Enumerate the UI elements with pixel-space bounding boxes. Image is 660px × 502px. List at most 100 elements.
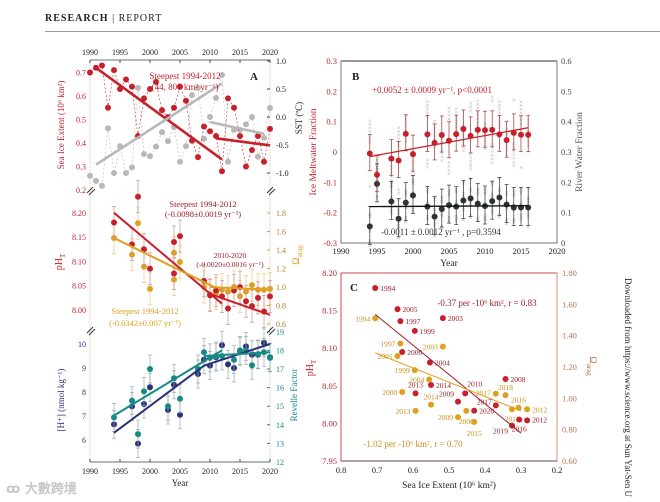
river-point bbox=[474, 200, 481, 207]
river-trend-line bbox=[369, 205, 529, 208]
sea-ice-trend-line bbox=[95, 66, 223, 161]
sample-marker bbox=[461, 218, 465, 222]
panel-label-b: B bbox=[352, 71, 360, 83]
sea-ice-tick-label: 0.2 bbox=[76, 186, 86, 195]
omega-tick-label: 1.60 bbox=[562, 299, 577, 309]
omega-point bbox=[411, 367, 418, 374]
top-x-tick-label: 2015 bbox=[232, 48, 248, 57]
sample-marker bbox=[519, 111, 523, 115]
omega-tick-label: 0.8 bbox=[276, 302, 286, 311]
omega-year-label: 2014 bbox=[424, 393, 439, 402]
river-point bbox=[460, 197, 467, 204]
sst-point bbox=[141, 150, 147, 157]
revelle-point bbox=[231, 356, 237, 363]
omega-point bbox=[524, 406, 531, 413]
sst-point bbox=[225, 158, 231, 165]
meltwater-point bbox=[410, 151, 416, 158]
ph-axis-title-main: pH bbox=[305, 364, 316, 376]
sample-marker bbox=[368, 130, 372, 134]
bottom-x-tick-label: 2000 bbox=[142, 467, 158, 476]
ph-year-label: 2020 bbox=[479, 407, 494, 416]
sst-point bbox=[195, 84, 201, 91]
panel-label-c: C bbox=[350, 282, 358, 294]
sample-marker bbox=[490, 95, 494, 99]
omega-point bbox=[225, 288, 231, 295]
sst-point bbox=[111, 170, 117, 176]
sea-ice-point bbox=[225, 95, 231, 102]
sea-ice-tick-label: 0.6 bbox=[76, 92, 86, 101]
x-tick-label: 1990 bbox=[333, 246, 350, 256]
omega-trend-line bbox=[113, 237, 217, 289]
ph-point bbox=[428, 382, 434, 389]
omega-point bbox=[412, 407, 419, 414]
omega-tick-label: 0.80 bbox=[562, 425, 577, 435]
sst-trend-line bbox=[209, 120, 265, 136]
sst-trend-line bbox=[95, 82, 223, 166]
omega-point bbox=[249, 282, 255, 289]
omega-point bbox=[394, 353, 401, 360]
omega-tick-label: 0.60 bbox=[562, 456, 577, 466]
sea-ice-point bbox=[183, 97, 189, 104]
ph-trend-line bbox=[209, 293, 271, 316]
sst-point bbox=[261, 134, 267, 141]
river-axis-title: River Water Fraction bbox=[575, 112, 585, 192]
omega-tick-label: 1.40 bbox=[562, 331, 577, 341]
sample-marker bbox=[447, 110, 451, 114]
sea-ice-point bbox=[219, 168, 225, 175]
sea-ice-trend-line bbox=[215, 137, 271, 147]
ph-tick-label: 8.10 bbox=[72, 257, 86, 266]
river-point bbox=[431, 213, 438, 220]
meltwater-point bbox=[474, 126, 481, 133]
x-tick-label: 0.4 bbox=[480, 465, 491, 475]
sample-marker bbox=[368, 184, 372, 188]
bottom-x-tick-label: 2005 bbox=[172, 467, 188, 476]
hplus-point bbox=[225, 361, 231, 368]
sea-ice-point bbox=[159, 107, 165, 114]
river-point bbox=[402, 199, 409, 206]
meltwater-point bbox=[503, 137, 510, 144]
sst-point bbox=[201, 135, 207, 142]
revelle-tick-label: 17 bbox=[276, 365, 284, 374]
revelle-tick-label: 12 bbox=[276, 458, 284, 467]
sst-point bbox=[123, 170, 129, 176]
sst-point bbox=[147, 153, 153, 160]
meltwater-tick-label: 0.2 bbox=[326, 86, 337, 96]
sst-axis-title: SST (ºC) bbox=[294, 102, 304, 134]
sample-marker bbox=[476, 99, 480, 103]
omega-fit-annotation: -1.02 per -10⁶ km², r = 0.70 bbox=[363, 439, 463, 449]
revelle-tick-label: 14 bbox=[276, 421, 284, 430]
omega-year-label: 1994 bbox=[355, 314, 370, 323]
ph-point bbox=[267, 293, 273, 300]
meltwater-point bbox=[460, 125, 467, 132]
revelle-point bbox=[135, 431, 141, 438]
sample-marker bbox=[497, 100, 501, 104]
ph-year-label: 2004 bbox=[435, 358, 450, 367]
sea-ice-point bbox=[123, 76, 129, 83]
sample-marker bbox=[490, 161, 494, 165]
omega-year-label: 2004 bbox=[409, 376, 424, 385]
ph-year-label: 2010 bbox=[467, 379, 482, 388]
sample-marker bbox=[469, 163, 473, 167]
revelle-point bbox=[267, 354, 273, 361]
sample-marker bbox=[469, 108, 473, 112]
ph-point bbox=[455, 398, 461, 405]
sea-ice-annotation: (44, 800 km² yr⁻¹) bbox=[152, 82, 219, 92]
omega-tick-label: 1.00 bbox=[562, 393, 577, 403]
revelle-point bbox=[129, 397, 135, 404]
ph-point bbox=[502, 376, 509, 383]
river-tick-label: 0.5 bbox=[561, 86, 572, 96]
ph-year-label: 2000 bbox=[407, 348, 422, 357]
bottom-x-tick-label: 1990 bbox=[82, 467, 98, 476]
ph-point bbox=[516, 416, 523, 423]
ph-year-label: 2019 bbox=[493, 427, 508, 436]
omega-point bbox=[177, 259, 183, 266]
ph-point bbox=[243, 298, 249, 305]
ph-year-label: 2017 bbox=[477, 397, 492, 406]
sample-marker bbox=[368, 119, 372, 123]
sample-marker bbox=[397, 188, 401, 192]
x-tick-label: 0.7 bbox=[372, 465, 383, 475]
ph-axis-title-main: pH bbox=[54, 258, 65, 270]
omega-year-label: 2000 bbox=[382, 388, 397, 397]
sea-ice-tick-label: 0.7 bbox=[76, 69, 86, 78]
